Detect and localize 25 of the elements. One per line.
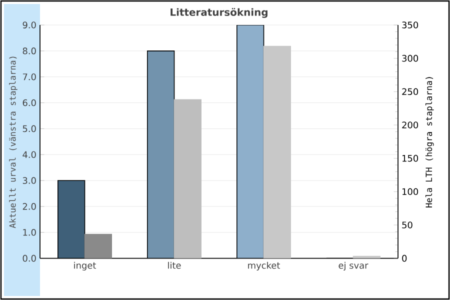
y-tick-label: 0.0 bbox=[22, 254, 36, 262]
y-tick-label: 2.0 bbox=[22, 203, 36, 210]
y2-tick-label: 150 bbox=[402, 154, 418, 162]
y-tick-label: 6.0 bbox=[22, 99, 36, 106]
y-tick-label: 3.0 bbox=[22, 177, 36, 184]
y-tick-label: 7.0 bbox=[22, 73, 36, 80]
chart-title: Litteratursökning bbox=[170, 8, 268, 18]
y-tick-label: 8.0 bbox=[22, 48, 36, 54]
x-tick-label: inget bbox=[74, 262, 96, 270]
x-tick-label: lite bbox=[168, 262, 181, 269]
y2-tick-label: 200 bbox=[402, 122, 418, 128]
y-tick-label: 1.0 bbox=[23, 228, 36, 236]
y2-tick-label: 0 bbox=[402, 254, 407, 262]
y2-axis-title: Hela LTH (högra staplarna) bbox=[425, 77, 434, 208]
y-tick-label: 9.0 bbox=[22, 22, 36, 28]
y2-tick-label: 350 bbox=[402, 22, 418, 28]
y2-tick-label: 250 bbox=[402, 88, 418, 96]
y2-tick-label: 100 bbox=[402, 188, 418, 196]
y2-tick-label: 300 bbox=[402, 54, 418, 62]
x-tick-label: mycket bbox=[248, 262, 280, 270]
y2-tick-label: 50 bbox=[402, 222, 412, 228]
x-tick-label: ej svar bbox=[338, 262, 368, 270]
y-tick-label: 5.0 bbox=[22, 125, 36, 132]
y-axis-title: Aktuellt urval (vänstra staplarna) bbox=[9, 56, 18, 228]
y-tick-label: 4.0 bbox=[22, 151, 36, 158]
